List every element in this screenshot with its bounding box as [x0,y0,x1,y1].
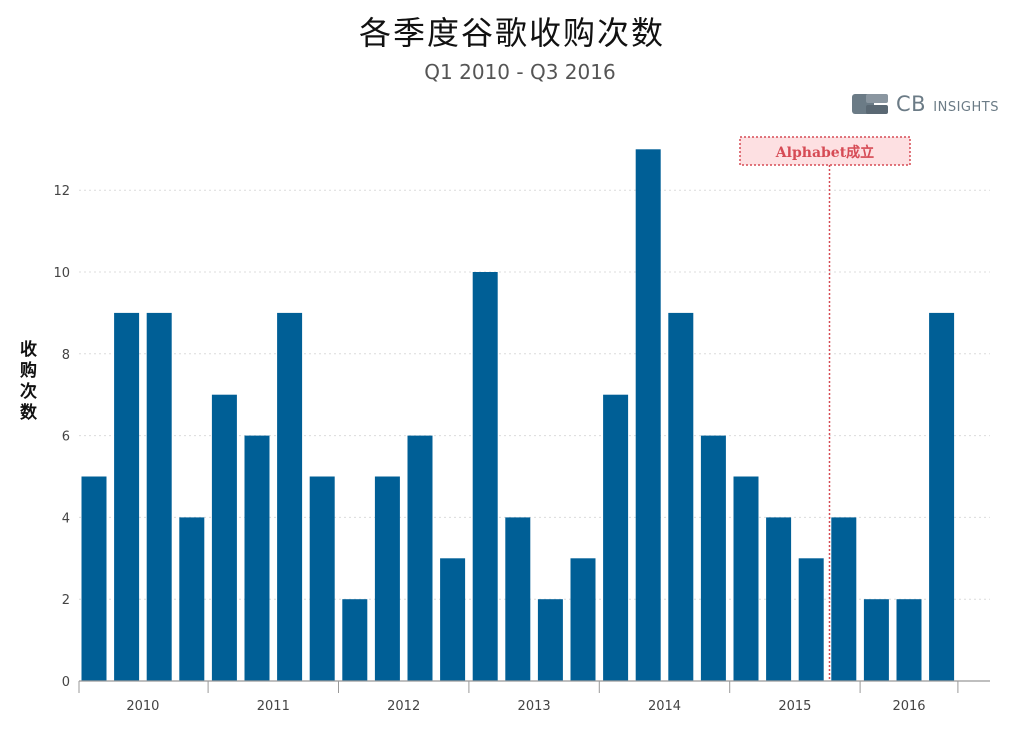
brand-text-large: CB [896,92,927,116]
bar [896,599,922,681]
bar [766,517,792,681]
y-tick-label: 0 [62,675,70,690]
bar [244,435,270,681]
bar [179,517,205,681]
chart-title: 各季度谷歌收购次数 [358,14,665,52]
brand-text: CB INSIGHTS [896,92,999,116]
bar [407,435,433,681]
x-tick-label: 2011 [257,699,290,714]
bar [570,558,596,681]
y-tick-label: 6 [62,430,70,445]
y-axis-label: 收购次数 [16,340,36,424]
bar [929,312,955,681]
bar [146,312,172,681]
bar [831,517,857,681]
bar [668,312,694,681]
x-tick-label: 2013 [518,699,551,714]
bar [277,312,303,681]
y-tick-label: 10 [53,266,70,281]
bar [342,599,368,681]
cb-insights-logo: CB INSIGHTS [850,90,999,118]
y-tick-label: 12 [53,184,70,199]
bar [537,599,563,681]
x-tick-label: 2014 [648,699,681,714]
annotation-label: Alphabet成立 [775,144,874,161]
bar [635,149,661,682]
bar [733,476,759,681]
bar [505,517,531,681]
x-tick-label: 2016 [892,699,925,714]
bar [309,476,335,681]
chart-subtitle: Q1 2010 - Q3 2016 [424,60,616,84]
bar [700,435,726,681]
bar [81,476,107,681]
brand-text-small: INSIGHTS [933,100,999,115]
bar [603,394,629,681]
cb-insights-logo-icon [852,94,888,114]
y-tick-label: 8 [62,348,70,363]
bar [211,394,237,681]
y-tick-label: 2 [62,593,70,608]
bar [798,558,824,681]
annotation-box [739,136,911,166]
x-tick-label: 2015 [778,699,811,714]
bar [440,558,466,681]
bar [374,476,400,681]
bar [114,312,140,681]
x-tick-label: 2012 [387,699,420,714]
bar [863,599,889,681]
bar [472,272,498,681]
x-tick-label: 2010 [126,699,159,714]
y-tick-label: 4 [62,511,70,526]
